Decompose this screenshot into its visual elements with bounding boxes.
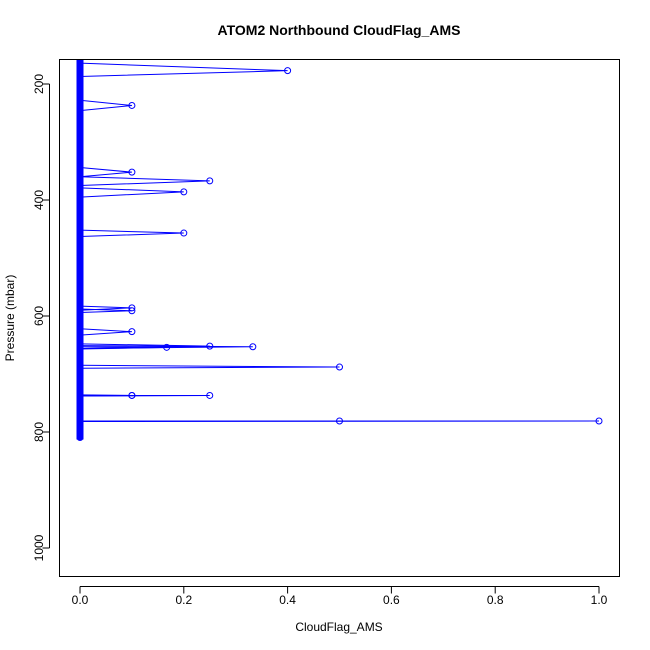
plot-frame xyxy=(59,59,620,577)
series-line-segment xyxy=(79,176,210,186)
data-point xyxy=(595,417,603,425)
y-tick-label: 200 xyxy=(32,74,46,94)
series-line-segment xyxy=(79,364,340,369)
plot-area xyxy=(76,60,603,442)
x-tick-label: 0.4 xyxy=(279,593,296,607)
y-tick-label: 1000 xyxy=(32,534,46,561)
x-axis: 0.0 0.2 0.4 0.6 0.8 1.0 xyxy=(72,586,608,607)
x-tick-label: 1.0 xyxy=(591,593,608,607)
series-line-segment xyxy=(79,420,600,423)
data-point xyxy=(206,391,214,399)
data-point xyxy=(336,363,343,371)
series-baseline-end xyxy=(76,434,84,442)
x-tick-label: 0.2 xyxy=(175,593,192,607)
y-tick-label: 600 xyxy=(32,306,46,326)
chart-title: ATOM2 Northbound CloudFlag_AMS xyxy=(218,22,461,38)
series-line-segment xyxy=(79,346,167,350)
y-axis-label: Pressure (mbar) xyxy=(3,275,17,362)
data-point xyxy=(336,417,343,425)
series-line-segment xyxy=(79,394,132,397)
x-tick-label: 0.0 xyxy=(72,593,89,607)
data-point xyxy=(128,304,136,312)
x-tick-label: 0.6 xyxy=(383,593,400,607)
data-point xyxy=(206,177,214,185)
y-tick-label: 400 xyxy=(32,190,46,210)
series-line-segment xyxy=(79,167,132,178)
data-point xyxy=(206,342,214,350)
data-point xyxy=(249,343,257,351)
series-line-segment xyxy=(79,99,132,112)
data-point xyxy=(128,391,136,399)
x-tick-label: 0.8 xyxy=(487,593,504,607)
data-point xyxy=(284,67,292,75)
y-tick-label: 800 xyxy=(32,422,46,442)
data-point xyxy=(180,188,188,196)
data-point xyxy=(128,307,136,315)
series-line-segment xyxy=(79,328,132,336)
x-axis-label: CloudFlag_AMS xyxy=(295,620,382,634)
y-axis: 200 400 600 800 1000 xyxy=(32,74,50,561)
data-point xyxy=(128,101,136,109)
series-line-segment xyxy=(79,308,132,314)
series-line-segment xyxy=(79,187,184,198)
data-point xyxy=(163,343,171,351)
series-line-segment xyxy=(79,62,288,77)
data-point xyxy=(180,229,188,237)
data-point xyxy=(128,168,136,176)
series-line-segment xyxy=(79,229,184,238)
data-point xyxy=(128,328,136,336)
